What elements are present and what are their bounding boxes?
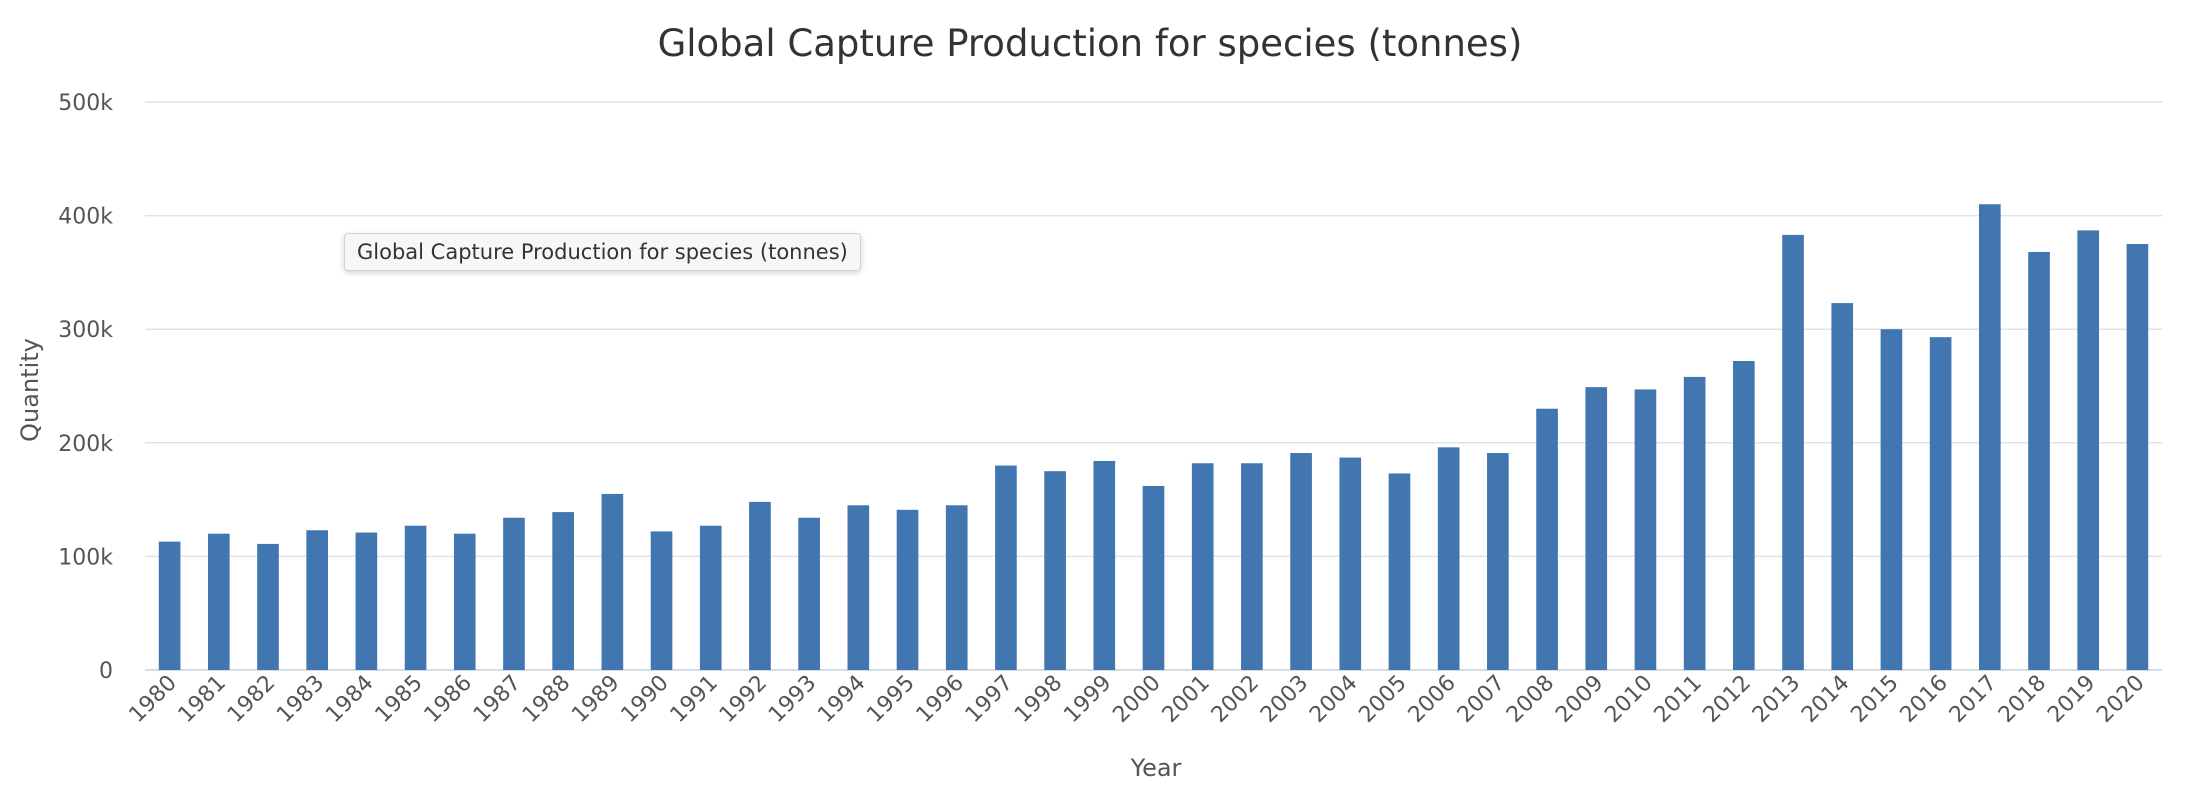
bar-2001[interactable] xyxy=(1191,463,1214,670)
x-tick-label: 1986 xyxy=(420,671,477,728)
x-tick-label: 1989 xyxy=(567,671,624,728)
bar-2007[interactable] xyxy=(1487,453,1509,670)
x-tick-label: 2020 xyxy=(2092,671,2149,728)
bar-2016[interactable] xyxy=(1929,337,1952,670)
x-tick-label: 1999 xyxy=(1059,671,1116,728)
bar-1987[interactable] xyxy=(503,517,525,670)
x-tick-label: 1983 xyxy=(272,671,329,728)
x-tick-label: 1987 xyxy=(469,671,526,728)
bar-1986[interactable] xyxy=(453,533,476,670)
bar-2013[interactable] xyxy=(1782,234,1804,671)
bar-1993[interactable] xyxy=(798,517,820,670)
x-tick-label: 2008 xyxy=(1502,671,1559,728)
bar-2011[interactable] xyxy=(1683,376,1706,670)
bar-1999[interactable] xyxy=(1093,460,1116,670)
x-tick-label: 2011 xyxy=(1650,671,1707,728)
bar-1984[interactable] xyxy=(355,532,378,670)
y-tick-label: 0 xyxy=(99,659,113,684)
x-tick-label: 2006 xyxy=(1404,671,1461,728)
bar-2012[interactable] xyxy=(1733,361,1755,670)
x-tick-label: 2016 xyxy=(1896,671,1953,728)
x-tick-label: 1981 xyxy=(174,671,231,728)
x-tick-label: 1997 xyxy=(961,671,1018,728)
x-tick-label: 2013 xyxy=(1748,671,1805,728)
bar-1990[interactable] xyxy=(650,531,673,670)
y-axis-title: Quantity xyxy=(16,338,44,442)
bar-2020[interactable] xyxy=(2126,244,2149,670)
x-tick-label: 1984 xyxy=(321,671,378,728)
x-tick-label: 2000 xyxy=(1108,671,1165,728)
x-tick-label: 1996 xyxy=(912,671,969,728)
x-axis-title: Year xyxy=(1130,754,1182,782)
x-tick-label: 1990 xyxy=(617,671,674,728)
y-tick-label: 300k xyxy=(58,318,113,343)
x-tick-label: 2019 xyxy=(2043,671,2100,728)
bar-2017[interactable] xyxy=(1978,204,2001,671)
bar-1981[interactable] xyxy=(207,533,230,670)
grid-lines xyxy=(145,101,2162,671)
x-tick-label: 2007 xyxy=(1453,671,1510,728)
x-tick-label: 1993 xyxy=(764,671,821,728)
series-tooltip: Global Capture Production for species (t… xyxy=(344,233,861,271)
bar-2000[interactable] xyxy=(1142,485,1165,670)
bar-2009[interactable] xyxy=(1585,387,1608,670)
bar-2014[interactable] xyxy=(1831,303,1854,670)
bar-2006[interactable] xyxy=(1437,447,1460,670)
bar-2015[interactable] xyxy=(1880,329,1903,670)
bar-1991[interactable] xyxy=(699,525,722,670)
x-tick-label: 2001 xyxy=(1158,671,1215,728)
x-tick-label: 1995 xyxy=(862,671,919,728)
bar-1985[interactable] xyxy=(404,525,427,670)
x-tick-label: 1992 xyxy=(715,671,772,728)
bar-2002[interactable] xyxy=(1241,463,1263,670)
x-tick-label: 1991 xyxy=(666,671,723,728)
y-axis-ticks: 0 100k 200k 300k 400k 500k xyxy=(58,91,113,684)
bar-1982[interactable] xyxy=(257,543,279,670)
bar-1995[interactable] xyxy=(896,509,919,670)
chart-title: Global Capture Production for species (t… xyxy=(658,22,1523,65)
y-tick-label: 200k xyxy=(58,432,113,457)
x-tick-label: 1994 xyxy=(813,671,870,728)
x-tick-label: 2003 xyxy=(1256,671,1313,728)
x-tick-label: 1982 xyxy=(223,671,280,728)
y-tick-label: 400k xyxy=(58,205,113,230)
x-tick-label: 2002 xyxy=(1207,671,1264,728)
x-tick-label: 2017 xyxy=(1945,671,2002,728)
x-tick-label: 2012 xyxy=(1699,671,1756,728)
x-tick-label: 1985 xyxy=(371,671,428,728)
bar-2004[interactable] xyxy=(1339,457,1362,670)
bar-2003[interactable] xyxy=(1290,453,1312,670)
x-tick-label: 2015 xyxy=(1846,671,1903,728)
x-tick-label: 2010 xyxy=(1600,671,1657,728)
bar-1997[interactable] xyxy=(995,465,1017,670)
y-tick-label: 100k xyxy=(58,545,113,570)
x-tick-label: 2005 xyxy=(1354,671,1411,728)
x-tick-label: 2014 xyxy=(1797,671,1854,728)
bar-1989[interactable] xyxy=(601,493,624,670)
x-tick-label: 1980 xyxy=(125,671,182,728)
y-tick-label: 500k xyxy=(58,91,113,116)
bar-2018[interactable] xyxy=(2028,251,2050,670)
bars xyxy=(158,204,2149,671)
bar-1998[interactable] xyxy=(1044,471,1066,670)
x-axis-ticks: 1980198119821983198419851986198719881989… xyxy=(125,671,2150,728)
bar-2010[interactable] xyxy=(1634,389,1657,670)
bar-1988[interactable] xyxy=(552,512,574,670)
bar-2019[interactable] xyxy=(2077,230,2100,671)
bar-2008[interactable] xyxy=(1536,408,1558,670)
x-tick-label: 2004 xyxy=(1305,671,1362,728)
bar-1983[interactable] xyxy=(306,530,329,670)
x-tick-label: 2009 xyxy=(1551,671,1608,728)
x-tick-label: 1998 xyxy=(1010,671,1067,728)
bar-1980[interactable] xyxy=(158,541,181,670)
x-tick-label: 2018 xyxy=(1994,671,2051,728)
bar-1996[interactable] xyxy=(945,505,968,670)
bar-1994[interactable] xyxy=(847,505,870,670)
x-tick-label: 1988 xyxy=(518,671,575,728)
bar-2005[interactable] xyxy=(1388,473,1411,670)
bar-1992[interactable] xyxy=(749,501,771,670)
